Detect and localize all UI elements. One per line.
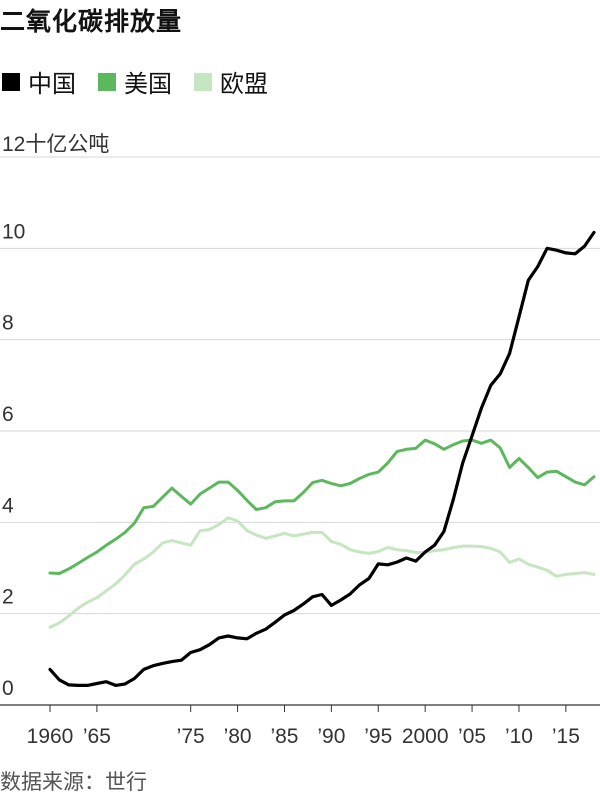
x-tick-label-1995: ’95	[364, 725, 392, 748]
series-line-eu	[48, 516, 596, 629]
legend-label-eu: 欧盟	[220, 70, 268, 98]
x-tick-label-2015: ’15	[552, 725, 580, 748]
chart-title: 二氧化碳排放量	[0, 7, 183, 36]
legend: 中国 美国 欧盟	[2, 64, 290, 99]
x-tick-label-2000: 2000	[402, 725, 449, 748]
x-tick-label-1990: ’90	[317, 725, 345, 748]
legend-item-china: 中国	[2, 64, 76, 99]
series-line-us	[48, 438, 596, 575]
legend-label-us: 美国	[124, 70, 172, 98]
y-tick-label-10: 10	[2, 220, 25, 243]
legend-swatch-us	[98, 72, 116, 91]
legend-swatch-china	[2, 72, 20, 91]
x-tick-label-1985: ’85	[270, 725, 298, 748]
legend-label-china: 中国	[28, 70, 76, 98]
y-tick-label-2: 2	[2, 586, 14, 609]
series-line-china	[48, 230, 596, 687]
y-tick-label-4: 4	[2, 494, 14, 517]
y-tick-label-0: 0	[2, 677, 14, 700]
x-tick-label-1960: 1960	[27, 725, 74, 748]
x-tick-label-2010: ’10	[505, 725, 533, 748]
x-tick-label-1975: ’75	[177, 725, 205, 748]
x-tick-label-2005: ’05	[458, 725, 486, 748]
y-tick-label-6: 6	[2, 403, 14, 426]
legend-item-eu: 欧盟	[194, 64, 268, 99]
source-note: 数据来源：世行	[0, 770, 147, 794]
y-axis-title: 12十亿公吨	[2, 133, 109, 156]
x-tick-label-1980: ’80	[224, 725, 252, 748]
legend-item-us: 美国	[98, 64, 172, 99]
x-tick-label-1965: ’65	[83, 725, 111, 748]
y-tick-label-8: 8	[2, 312, 14, 335]
legend-swatch-eu	[194, 72, 212, 91]
